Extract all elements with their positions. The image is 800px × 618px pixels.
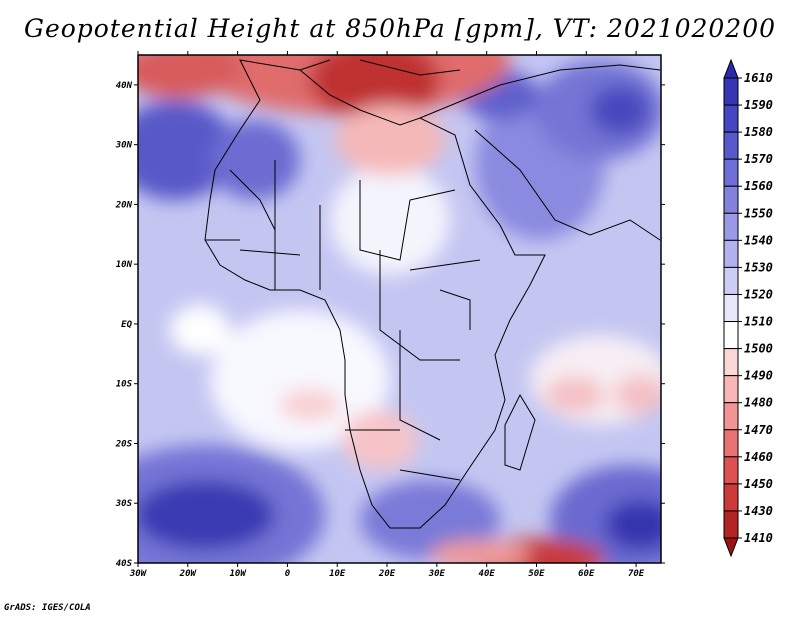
colorbar-label: 1470 [744,423,773,437]
lon-label: 40E [479,569,496,579]
lat-label: 20N [115,200,133,210]
map-title: Geopotential Height at 850hPa [gpm], VT:… [23,14,777,43]
lat-label: 40S [116,559,133,569]
colorbar-band [723,456,739,485]
colorbar-label: 1610 [744,71,773,85]
colorbar-label: 1480 [744,396,773,410]
colorbar-top-arrow [723,58,739,79]
lat-label: 10N [116,260,133,270]
colorbar-label: 1500 [744,342,773,356]
lon-label: 30E [428,569,446,579]
lon-label: 10W [229,569,247,579]
lat-label: 10S [116,380,133,390]
colorbar-band [723,185,739,214]
colorbar-label: 1570 [744,152,773,166]
colorbar-label: 1520 [744,287,773,301]
lat-label: EQ [121,320,132,330]
colorbar-label: 1450 [744,477,773,491]
colorbar-band [723,402,739,431]
lon-label: 20W [179,569,198,579]
colorbar-label: 1510 [744,315,773,329]
colorbar-band [723,293,739,323]
colorbar: 1610 1590 1580 1570 1560 1550 1540 1530 1520 1510… [723,58,773,558]
colorbar-label: 1540 [744,233,773,247]
colorbar-label: 1580 [744,125,773,139]
colorbar-label: 1560 [744,179,773,193]
colorbar-band [723,510,739,539]
lon-label: 60E [578,569,595,579]
colorbar-bottom-arrow [723,537,739,558]
grads-credit: GrADS: IGES/COLA [4,603,91,613]
colorbar-label: 1530 [744,260,773,274]
colorbar-band [723,77,739,106]
lon-label: 0 [285,569,291,579]
colorbar-label: 1590 [744,98,773,112]
plot-frame [137,54,662,564]
colorbar-band [723,131,739,160]
colorbar-band [723,239,739,268]
height-field [138,55,661,563]
lat-label: 40N [116,81,133,91]
colorbar-label: 1430 [744,504,773,518]
colorbar-band [723,429,739,458]
lat-label: 30N [115,141,133,151]
colorbar-band [723,266,739,295]
lon-label: 20E [378,569,396,579]
colorbar-band [723,483,739,512]
colorbar-band [723,375,739,404]
colorbar-label: 1410 [744,531,773,545]
lat-label: 20S [115,439,133,449]
colorbar-label: 1490 [744,369,773,383]
lat-label: 30S [115,499,133,509]
colorbar-band [723,348,739,377]
coastlines [204,59,661,529]
lon-label: 50E [528,569,545,579]
colorbar-band [723,212,739,241]
colorbar-band [723,158,739,187]
colorbar-band [723,321,739,350]
lon-label: 70E [628,569,645,579]
lon-label: 10E [329,569,346,579]
colorbar-label: 1550 [744,206,773,220]
lon-label: 30W [129,569,148,579]
colorbar-label: 1460 [744,450,773,464]
colorbar-band [723,104,739,133]
